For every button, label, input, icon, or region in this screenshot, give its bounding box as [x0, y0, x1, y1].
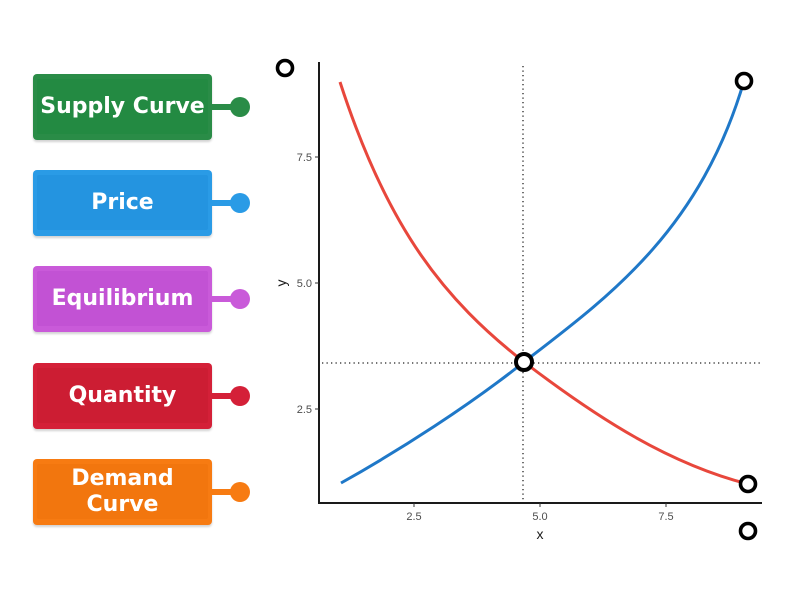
label-face — [37, 175, 208, 230]
label-text: Price — [91, 190, 154, 215]
label-text: Supply Curve — [40, 94, 205, 119]
connector-bar — [212, 296, 234, 302]
connector-dot-icon[interactable] — [230, 386, 250, 406]
draggable-label-equilibrium[interactable]: Equilibrium — [33, 266, 212, 332]
x-tick-label: 2.5 — [406, 511, 421, 523]
y-tick-label: 2.5 — [297, 404, 312, 416]
drop-target-y-axis[interactable] — [275, 58, 295, 78]
drop-target-supply-curve[interactable] — [734, 71, 754, 91]
y-axis-title: y — [273, 280, 289, 287]
label-text: Equilibrium — [51, 286, 194, 311]
connector-bar — [212, 489, 234, 495]
label-face — [37, 271, 208, 326]
connector-bar — [212, 104, 234, 110]
connector-bar — [212, 393, 234, 399]
connector-pin-demand-curve[interactable] — [212, 482, 250, 502]
label-text: Quantity — [68, 383, 177, 408]
connector-dot-icon[interactable] — [230, 289, 250, 309]
connector-pin-price[interactable] — [212, 193, 250, 213]
x-tick-label: 5.0 — [532, 511, 547, 523]
y-tick-label: 7.5 — [297, 152, 312, 164]
draggable-label-supply-curve[interactable]: Supply Curve — [33, 74, 212, 140]
label-face — [37, 464, 208, 519]
demand-curve — [338, 81, 749, 486]
y-tick-label: 5.0 — [297, 278, 312, 290]
connector-pin-equilibrium[interactable] — [212, 289, 250, 309]
supply-curve — [340, 80, 746, 485]
connector-dot-icon[interactable] — [230, 482, 250, 502]
connector-dot-icon[interactable] — [230, 193, 250, 213]
connector-dot-icon[interactable] — [230, 97, 250, 117]
drop-target-x-axis[interactable] — [738, 521, 758, 541]
drop-target-demand-curve[interactable] — [738, 474, 758, 494]
x-tick-label: 7.5 — [658, 511, 673, 523]
draggable-label-price[interactable]: Price — [33, 170, 212, 236]
label-text: Demand Curve — [71, 466, 174, 517]
connector-pin-supply-curve[interactable] — [212, 97, 250, 117]
draggable-label-demand-curve[interactable]: Demand Curve — [33, 459, 212, 525]
x-axis-title: x — [537, 526, 544, 542]
draggable-label-quantity[interactable]: Quantity — [33, 363, 212, 429]
y-axis-ticks: 7.5 5.0 2.5 — [297, 152, 319, 416]
label-face — [37, 368, 208, 423]
x-axis-ticks: 2.5 5.0 7.5 — [406, 503, 674, 523]
drop-target-equilibrium[interactable] — [514, 352, 534, 372]
label-face — [37, 79, 208, 134]
connector-pin-quantity[interactable] — [212, 386, 250, 406]
connector-bar — [212, 200, 234, 206]
